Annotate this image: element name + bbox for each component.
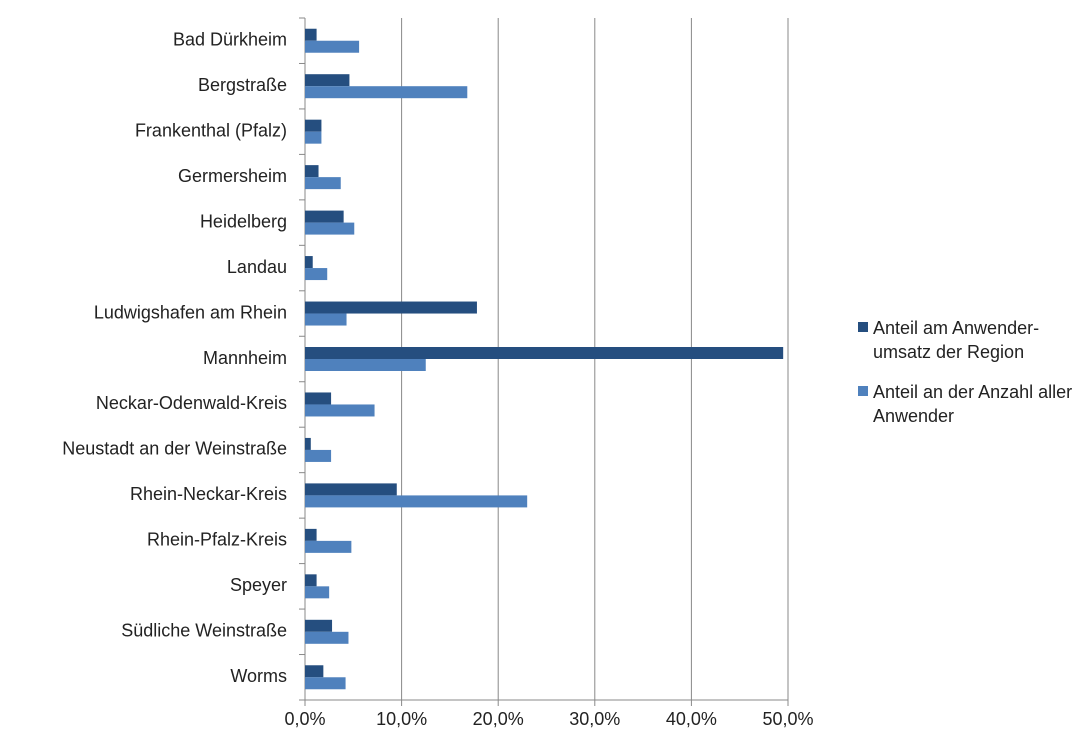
bar [305, 268, 328, 281]
bar [305, 437, 311, 450]
legend-label: Anteil an der Anzahl aller Anwender [873, 382, 1073, 426]
bar [305, 404, 375, 417]
y-tick-label: Ludwigshafen am Rhein [94, 302, 287, 322]
y-tick-label: Speyer [230, 575, 287, 595]
y-tick-label: Germersheim [178, 166, 287, 186]
bar [305, 210, 344, 223]
bar [305, 28, 317, 41]
bar [305, 119, 322, 132]
bar [305, 40, 360, 53]
y-tick-label: Rhein-Pfalz-Kreis [147, 530, 287, 550]
bar [305, 677, 346, 690]
bar [305, 313, 347, 326]
y-tick-label: Rhein-Neckar-Kreis [130, 484, 287, 504]
bar [305, 665, 324, 678]
legend-item: Anteil an der Anzahl aller Anwender [858, 380, 1073, 428]
x-tick-label: 0,0% [284, 709, 325, 729]
y-tick-label: Worms [230, 666, 287, 686]
bar [305, 86, 468, 99]
x-tick-label: 40,0% [666, 709, 717, 729]
y-tick-label: Neustadt an der Weinstraße [62, 439, 287, 459]
bar [305, 301, 477, 314]
bar [305, 256, 313, 269]
bar [305, 619, 333, 632]
bar [305, 222, 355, 235]
legend-item: Anteil am Anwender-umsatz der Region [858, 316, 1073, 364]
bar [305, 131, 322, 144]
bar [305, 449, 332, 462]
bar [305, 528, 317, 541]
bar [305, 495, 528, 508]
x-tick-label: 10,0% [376, 709, 427, 729]
y-tick-label: Mannheim [203, 348, 287, 368]
bar [305, 177, 341, 190]
bar [305, 347, 784, 359]
x-tick-label: 20,0% [473, 709, 524, 729]
y-tick-label: Südliche Weinstraße [121, 621, 287, 641]
bar [305, 483, 397, 496]
bar [305, 540, 352, 553]
legend-swatch [858, 322, 868, 332]
y-tick-label: Neckar-Odenwald-Kreis [96, 393, 287, 413]
bar [305, 74, 350, 87]
y-tick-label: Landau [227, 257, 287, 277]
legend-swatch [858, 386, 868, 396]
x-tick-label: 30,0% [569, 709, 620, 729]
bar [305, 631, 349, 644]
x-tick-label: 50,0% [762, 709, 813, 729]
legend: Anteil am Anwender-umsatz der Region Ante… [858, 316, 1073, 444]
y-tick-label: Frankenthal (Pfalz) [135, 120, 287, 140]
bar [305, 392, 332, 405]
bar [305, 359, 426, 371]
y-tick-label: Bergstraße [198, 75, 287, 95]
bar [305, 574, 317, 587]
y-tick-label: Heidelberg [200, 211, 287, 231]
y-tick-label: Bad Dürkheim [173, 29, 287, 49]
bar [305, 165, 319, 178]
bar [305, 586, 330, 599]
legend-label: Anteil am Anwender-umsatz der Region [873, 318, 1040, 362]
